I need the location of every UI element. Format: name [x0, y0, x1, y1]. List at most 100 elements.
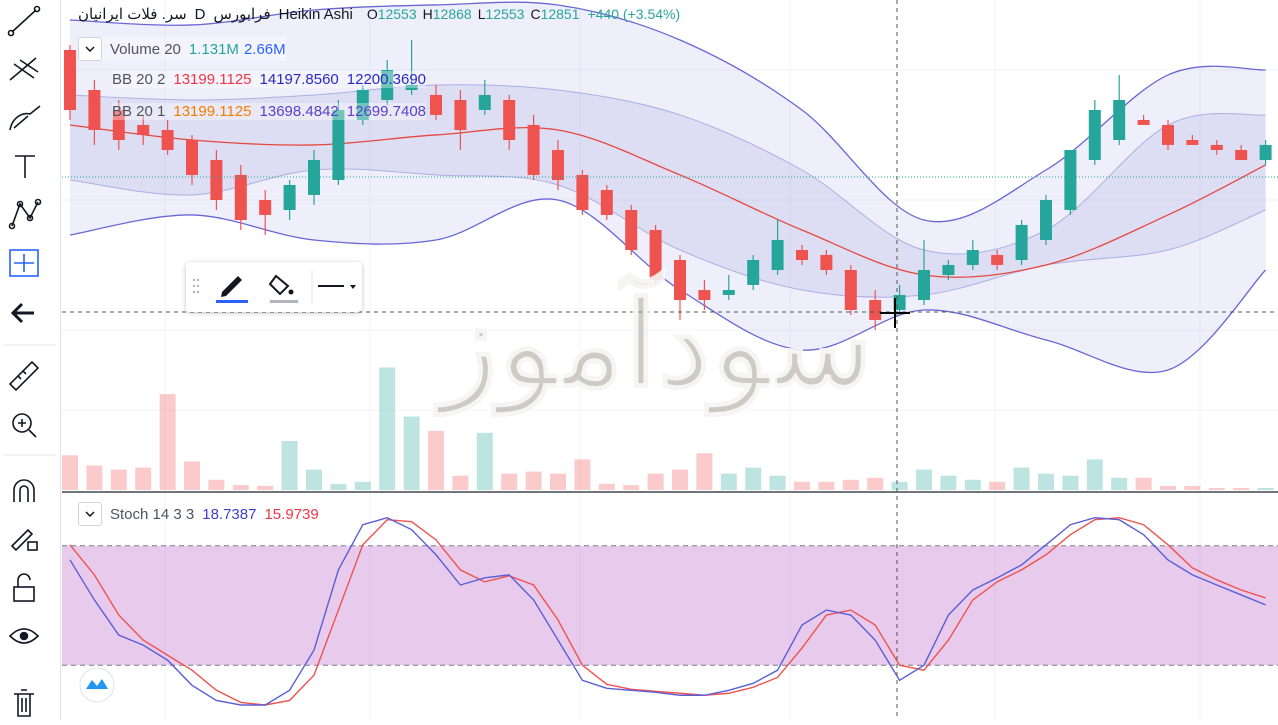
- stoch-pane: [62, 516, 1278, 706]
- ohlc-value: 12553: [485, 6, 525, 22]
- volume-bar: [354, 481, 371, 490]
- candle-body: [259, 200, 272, 215]
- volume-bar: [86, 465, 103, 490]
- collapse-button[interactable]: [78, 502, 102, 526]
- candle-body: [332, 110, 345, 180]
- lock-drawings[interactable]: [10, 528, 38, 552]
- volume-bar: [403, 416, 420, 490]
- volume-bar: [208, 479, 225, 490]
- candle-body: [88, 90, 101, 130]
- candle-body: [649, 230, 662, 280]
- volume-bar: [110, 469, 127, 490]
- candle-body: [1113, 100, 1126, 140]
- text-tool[interactable]: [15, 155, 35, 178]
- pattern-tool[interactable]: [8, 198, 42, 230]
- volume-bar: [1086, 459, 1103, 490]
- candle-body: [1137, 120, 1150, 125]
- volume-bar: [1160, 485, 1176, 490]
- logo[interactable]: [79, 667, 115, 703]
- volume-bar: [672, 469, 688, 490]
- chart-style: Heikin Ashi: [278, 5, 353, 23]
- candle-body: [503, 100, 516, 140]
- fill-button[interactable]: [268, 274, 298, 303]
- volume-bar: [891, 481, 908, 490]
- candle-body: [64, 50, 76, 110]
- price-pane: [62, 1, 1274, 490]
- legend-value: 13199.1125: [173, 103, 252, 120]
- collapse-button[interactable]: [78, 37, 102, 61]
- line-style-button[interactable]: [318, 285, 356, 289]
- candle-body: [796, 250, 808, 260]
- candle-body: [381, 70, 394, 100]
- drag-handle[interactable]: [192, 278, 200, 294]
- legend-value: 15.9739: [264, 505, 319, 523]
- ohlc-value: 12553: [377, 6, 417, 22]
- candle-body: [942, 264, 955, 275]
- volume-bar: [574, 459, 591, 490]
- candle-body: [552, 150, 564, 180]
- stoch-k: [69, 516, 1266, 706]
- volume-bar: [1184, 485, 1201, 490]
- volume-bar: [940, 475, 957, 490]
- volume-bar: [257, 485, 274, 490]
- measure-tool[interactable]: [9, 249, 39, 277]
- stoch-band: [62, 545, 1278, 666]
- trendline-tool[interactable]: [7, 5, 41, 37]
- toolbar-icons: [4, 5, 56, 717]
- candle-body: [1235, 150, 1248, 160]
- volume-bar: [330, 483, 347, 490]
- zoom-tool[interactable]: [12, 413, 37, 438]
- floating-toolbar: [186, 262, 362, 312]
- volume-bar: [306, 469, 322, 490]
- symbol[interactable]: سر. فلات ایرانیان: [78, 6, 187, 23]
- magnet-tool[interactable]: [13, 479, 35, 502]
- legend-stoch: Stoch 14 3 3 18.7387 15.9739: [78, 502, 319, 526]
- candle-body: [1015, 224, 1028, 260]
- candle-body: [844, 270, 857, 310]
- candle-body: [430, 94, 442, 115]
- volume-bar: [989, 481, 1006, 490]
- candle-body: [869, 300, 882, 320]
- lock-tool[interactable]: [13, 573, 35, 602]
- legend-value: 13199.1125: [173, 71, 252, 88]
- volume-bar: [1233, 487, 1250, 490]
- visibility-tool[interactable]: [8, 628, 40, 644]
- candle-body: [161, 130, 174, 150]
- candle-body: [1064, 150, 1077, 210]
- volume-bar: [794, 481, 810, 490]
- volume-bar: [964, 479, 981, 490]
- legend-value: 12200.3690: [346, 71, 427, 88]
- ruler-tool[interactable]: [8, 360, 40, 392]
- candle-body: [1040, 200, 1052, 240]
- cursor: [880, 298, 910, 328]
- volume-bar: [1257, 487, 1274, 490]
- volume-bar: [525, 471, 542, 490]
- stoch-d: [69, 517, 1266, 706]
- volume-bar: [916, 469, 932, 490]
- volume-bar: [281, 441, 298, 490]
- legend-value: 12699.7408: [346, 103, 427, 120]
- delete-tool[interactable]: [14, 689, 34, 717]
- candle-body: [918, 270, 930, 300]
- candle-body: [698, 290, 711, 300]
- volume-bar: [720, 473, 737, 490]
- volume-bar: [159, 394, 176, 490]
- brush-tool[interactable]: [9, 105, 41, 131]
- volume-bar: [818, 481, 835, 490]
- candle-body: [820, 254, 833, 270]
- volume-bar: [842, 479, 859, 490]
- interval[interactable]: D: [194, 5, 206, 23]
- ohlc-item: C12851: [530, 6, 579, 22]
- fib-tool[interactable]: [9, 57, 39, 81]
- bb2-fill: [70, 2, 1266, 373]
- candle-body: [283, 184, 296, 210]
- volume-bar: [135, 467, 152, 490]
- legend-value: 14197.8560: [259, 71, 339, 88]
- back-button[interactable]: [10, 302, 34, 324]
- legend-title: BB 20 2: [112, 71, 166, 88]
- volume-bar: [379, 367, 396, 490]
- volume-bar: [1013, 467, 1030, 490]
- ohlc-item: L12553: [478, 6, 525, 22]
- pencil-button[interactable]: [216, 276, 248, 303]
